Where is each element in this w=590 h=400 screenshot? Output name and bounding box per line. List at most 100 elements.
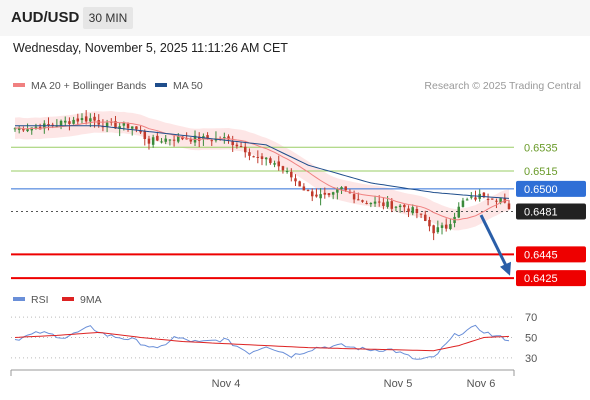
- candle-body: [147, 138, 151, 144]
- ma20-swatch: [13, 83, 25, 88]
- candle-body: [126, 123, 130, 129]
- rsi-tick-50: 50: [525, 332, 537, 344]
- candle-body: [59, 120, 63, 127]
- candle-body: [444, 224, 448, 229]
- candle-body: [461, 200, 465, 207]
- candle-body: [390, 201, 394, 209]
- candle-body: [290, 171, 293, 178]
- candle-body: [243, 146, 247, 153]
- candle-body: [231, 140, 234, 146]
- candle-body: [486, 198, 490, 200]
- credit-text: Research © 2025 Trading Central: [424, 80, 581, 92]
- candle-body: [281, 166, 285, 171]
- candle-body: [135, 126, 138, 130]
- candle-body: [394, 206, 398, 208]
- candle-body: [507, 203, 511, 210]
- level-label-0.6515: 0.6515: [524, 166, 558, 178]
- candle-body: [63, 120, 67, 123]
- candle-body: [89, 118, 92, 122]
- candle-body: [449, 224, 452, 230]
- candle-body: [172, 139, 176, 141]
- x-tick-Nov-5: Nov 5: [384, 378, 413, 390]
- candle-body: [440, 225, 444, 228]
- candle-body: [160, 141, 163, 143]
- candle-body: [273, 163, 276, 165]
- candle-body: [470, 196, 473, 198]
- candle-body: [277, 161, 281, 167]
- candle-body: [474, 197, 477, 200]
- candle-body: [352, 194, 356, 200]
- candle-body: [398, 205, 402, 208]
- candle-body: [482, 192, 486, 198]
- candle-body: [17, 127, 21, 130]
- candle-body: [181, 136, 184, 140]
- candle-body: [323, 192, 327, 195]
- candle-body: [465, 199, 469, 201]
- legend-rsi: RSI: [13, 294, 49, 306]
- candle-body: [490, 198, 494, 200]
- candle-body: [424, 214, 427, 221]
- level-label-0.6425: 0.6425: [524, 273, 558, 285]
- symbol-title: AUD/USD: [11, 9, 80, 26]
- datetime-label: Wednesday, November 5, 2025 11:11:26 AM …: [13, 41, 288, 55]
- candle-body: [210, 140, 214, 142]
- candle-body: [340, 187, 343, 190]
- candle-body: [252, 156, 255, 158]
- level-tag-0.6481: [516, 203, 586, 220]
- legend-ma9: 9MA: [62, 294, 102, 306]
- candle-body: [403, 204, 406, 208]
- candle-body: [331, 192, 335, 195]
- candle-body: [139, 130, 142, 133]
- ma50-swatch: [155, 83, 167, 88]
- candle-body: [419, 213, 423, 215]
- bollinger-band: [15, 111, 509, 231]
- candle-body: [26, 129, 29, 132]
- rsi-tick-30: 30: [525, 353, 537, 365]
- timeframe-button[interactable]: 30 MIN: [83, 7, 133, 29]
- candle-body: [72, 119, 75, 124]
- candle-body: [93, 116, 96, 121]
- candle-body: [294, 178, 297, 182]
- candle-body: [168, 139, 172, 141]
- candle-body: [122, 122, 126, 126]
- candle-body: [411, 207, 414, 214]
- candle-body: [495, 200, 498, 202]
- candle-body: [386, 201, 389, 207]
- candle-body: [76, 118, 80, 122]
- candle-body: [248, 152, 251, 156]
- candle-body: [22, 129, 25, 131]
- candle-body: [239, 146, 243, 148]
- candle-body: [336, 189, 339, 193]
- candle-body: [264, 157, 268, 160]
- candle-body: [177, 135, 180, 142]
- candle-body: [206, 135, 209, 140]
- candle-body: [227, 136, 230, 140]
- candle-body: [47, 124, 50, 126]
- candle-body: [256, 156, 260, 158]
- candle-body: [407, 208, 410, 212]
- candle-body: [164, 138, 167, 142]
- candle-body: [432, 225, 435, 234]
- legend-ma50-label: MA 50: [173, 80, 203, 92]
- candle-body: [361, 200, 364, 202]
- candle-body: [143, 131, 147, 140]
- ma20-line: [14, 121, 510, 221]
- level-tag-0.6500: [516, 180, 586, 197]
- candle-body: [373, 201, 377, 204]
- candle-body: [156, 135, 159, 141]
- ma9-swatch: [62, 297, 74, 302]
- candle-body: [503, 197, 507, 203]
- projection-arrow-head: [500, 261, 511, 276]
- candle-body: [197, 136, 201, 141]
- rsi-line: [14, 324, 510, 360]
- candle-body: [357, 199, 360, 201]
- candle-body: [285, 171, 289, 173]
- level-label-0.6481: 0.6481: [524, 206, 558, 218]
- projection-arrow-shaft: [479, 214, 509, 269]
- candle-body: [365, 203, 368, 205]
- candle-body: [114, 121, 117, 129]
- candle-body: [185, 138, 188, 140]
- candle-body: [118, 126, 121, 130]
- candle-body: [269, 158, 272, 164]
